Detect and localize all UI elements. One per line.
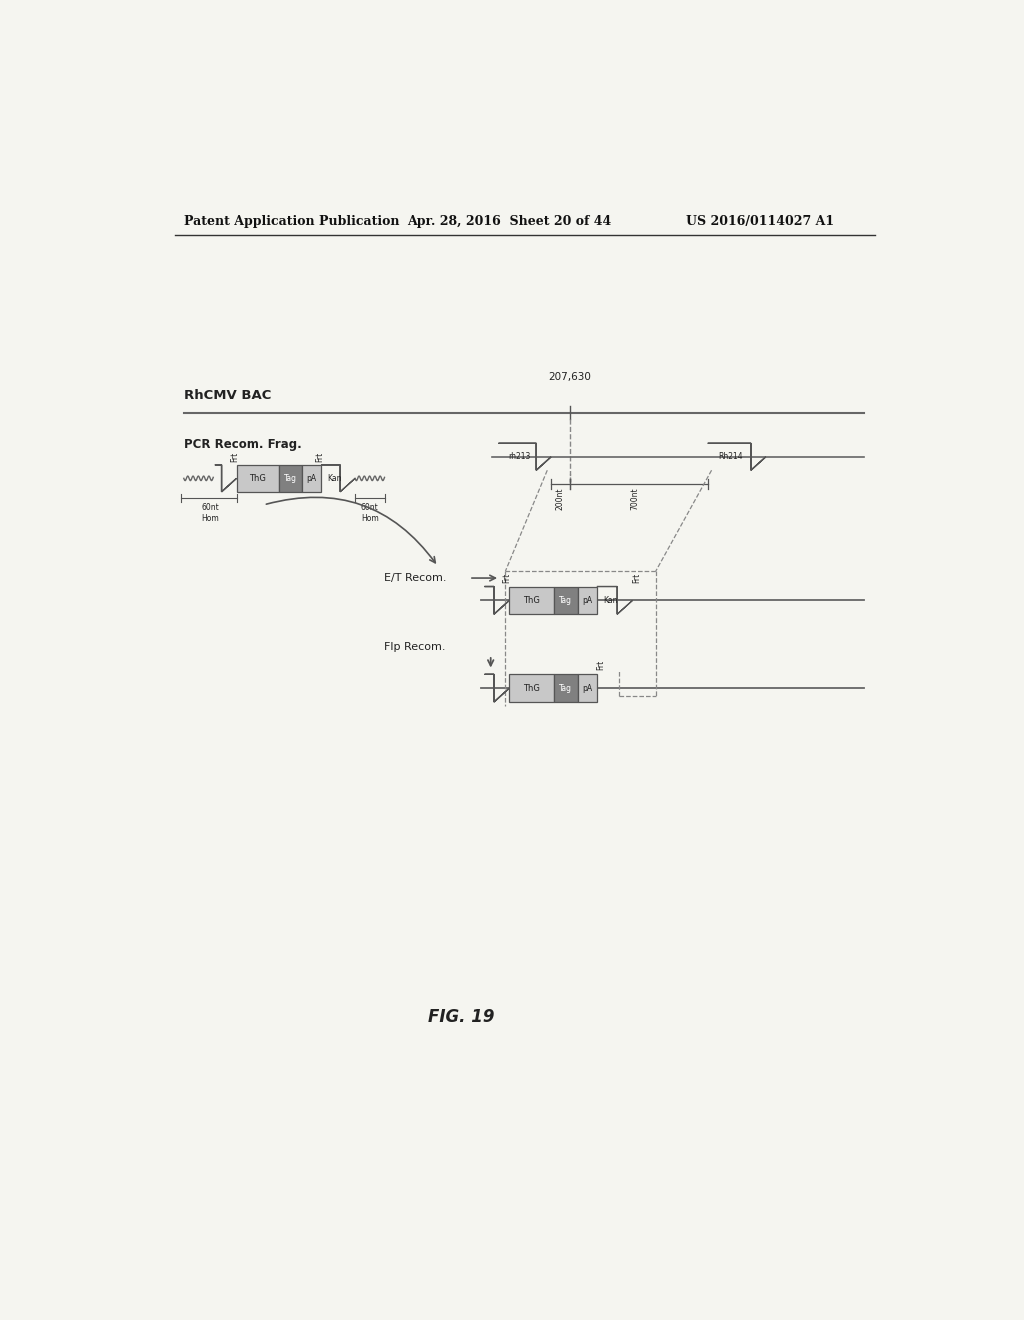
Text: Kan: Kan [328,474,342,483]
Bar [578,675,597,702]
Text: E/T Recom.: E/T Recom. [384,573,446,583]
Text: ThG: ThG [523,595,541,605]
Text: RhCMV BAC: RhCMV BAC [183,389,271,403]
Polygon shape [484,586,509,614]
Bar [509,675,554,702]
Text: Rh214: Rh214 [719,453,743,461]
Text: Frt: Frt [503,573,511,582]
Text: 200nt: 200nt [556,487,565,510]
Polygon shape [597,586,633,614]
Bar [237,465,280,492]
Text: FIG. 19: FIG. 19 [428,1008,495,1026]
Text: Patent Application Publication: Patent Application Publication [183,215,399,228]
Polygon shape [321,465,355,492]
Polygon shape [499,444,551,470]
Text: Kan: Kan [603,595,617,605]
Text: Tag: Tag [285,474,297,483]
Polygon shape [708,444,766,470]
Bar [509,586,554,614]
Text: pA: pA [582,684,592,693]
Text: Frt: Frt [633,573,642,582]
Text: US 2016/0114027 A1: US 2016/0114027 A1 [686,215,835,228]
Bar [302,465,321,492]
Text: pA: pA [306,474,316,483]
Text: Tag: Tag [559,595,572,605]
Bar [578,586,597,614]
Text: 700nt: 700nt [631,487,639,510]
Text: rh213: rh213 [508,453,530,461]
Bar [554,675,578,702]
Text: PCR Recom. Frag.: PCR Recom. Frag. [183,438,301,451]
Polygon shape [484,675,509,702]
Text: ThG: ThG [250,474,266,483]
Bar [554,586,578,614]
Text: 60nt
Hom: 60nt Hom [360,503,379,523]
Text: 60nt
Hom: 60nt Hom [202,503,219,523]
Text: Apr. 28, 2016  Sheet 20 of 44: Apr. 28, 2016 Sheet 20 of 44 [407,215,611,228]
Text: 207,630: 207,630 [548,372,591,381]
Text: Frt: Frt [315,451,324,462]
Bar [280,465,302,492]
Text: ThG: ThG [523,684,541,693]
Polygon shape [215,465,237,492]
Text: Flp Recom.: Flp Recom. [384,643,445,652]
Text: Frt: Frt [596,660,605,671]
Text: pA: pA [582,595,592,605]
Text: Frt: Frt [230,451,240,462]
Text: Tag: Tag [559,684,572,693]
